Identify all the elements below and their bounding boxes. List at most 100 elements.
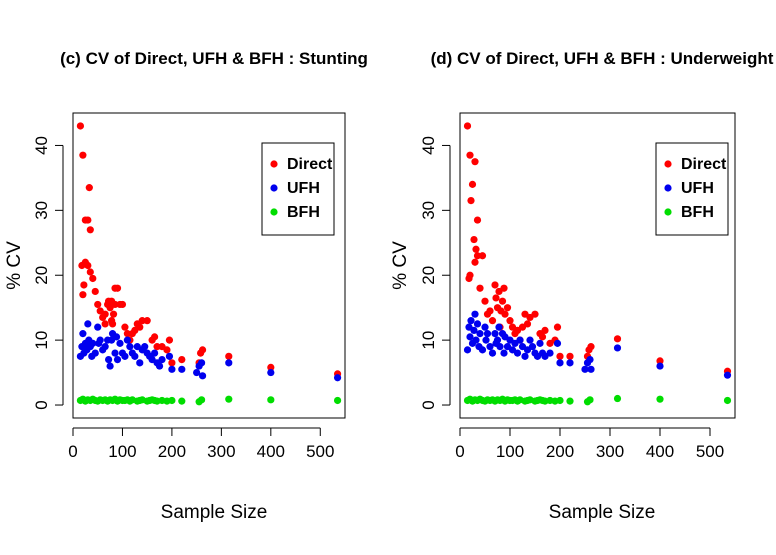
data-point-ufh bbox=[126, 343, 134, 351]
x-tick-label: 400 bbox=[257, 442, 285, 461]
data-point-direct bbox=[503, 304, 512, 312]
legend-label-bfh: BFH bbox=[681, 204, 714, 221]
data-point-ufh bbox=[151, 349, 159, 357]
data-point-direct bbox=[101, 310, 109, 318]
data-point-direct bbox=[109, 310, 118, 318]
data-point-ufh bbox=[158, 355, 166, 364]
data-point-ufh bbox=[587, 365, 595, 373]
data-point-ufh bbox=[94, 323, 102, 331]
data-point-ufh bbox=[493, 336, 502, 344]
chart-title: (d) CV of Direct, UFH & BFH : Underweigh… bbox=[431, 49, 774, 68]
data-point-ufh bbox=[116, 339, 124, 347]
data-point-direct bbox=[79, 151, 87, 159]
data-point-ufh bbox=[470, 326, 478, 334]
data-point-direct bbox=[656, 357, 664, 365]
legend-marker-bfh bbox=[664, 208, 672, 216]
data-point-direct bbox=[121, 323, 129, 331]
data-point-ufh bbox=[111, 349, 119, 357]
data-point-ufh bbox=[136, 359, 144, 367]
data-point-ufh bbox=[521, 352, 529, 360]
data-point-direct bbox=[86, 226, 94, 234]
data-point-direct bbox=[143, 317, 151, 325]
data-point-direct bbox=[101, 320, 109, 328]
x-tick-label: 300 bbox=[596, 442, 624, 461]
data-point-direct bbox=[168, 359, 176, 367]
data-point-ufh bbox=[96, 336, 104, 344]
data-point-direct bbox=[84, 261, 92, 270]
data-point-ufh bbox=[500, 349, 508, 357]
data-point-ufh bbox=[471, 310, 479, 318]
data-point-direct bbox=[501, 310, 509, 318]
data-point-direct bbox=[613, 335, 622, 343]
data-point-direct bbox=[531, 310, 539, 318]
data-point-direct bbox=[500, 284, 508, 292]
y-axis-label: % CV bbox=[390, 241, 411, 290]
data-point-bfh bbox=[566, 397, 574, 405]
chart-panel-2: (d) CV of Direct, UFH & BFH : Underweigh… bbox=[390, 49, 774, 523]
data-point-ufh bbox=[528, 343, 537, 351]
x-tick-label: 500 bbox=[306, 442, 334, 461]
data-point-ufh bbox=[225, 359, 233, 367]
legend-label-ufh: UFH bbox=[681, 180, 714, 197]
legend-marker-bfh bbox=[270, 208, 278, 216]
data-point-ufh bbox=[193, 368, 201, 377]
data-point-direct bbox=[84, 216, 92, 224]
y-tick-label: 40 bbox=[419, 136, 438, 155]
data-point-ufh bbox=[178, 365, 186, 373]
data-point-ufh bbox=[488, 349, 497, 357]
data-point-ufh bbox=[121, 352, 129, 360]
data-point-ufh bbox=[197, 359, 206, 367]
data-point-ufh bbox=[613, 344, 622, 352]
x-tick-label: 200 bbox=[546, 442, 574, 461]
data-point-direct bbox=[471, 158, 479, 166]
data-point-ufh bbox=[581, 365, 589, 373]
data-point-ufh bbox=[553, 339, 562, 347]
data-point-direct bbox=[467, 197, 475, 205]
data-point-direct bbox=[123, 330, 131, 338]
data-point-direct bbox=[91, 287, 99, 296]
data-point-ufh bbox=[267, 368, 275, 377]
data-point-ufh bbox=[556, 359, 564, 367]
data-point-direct bbox=[471, 258, 479, 266]
chart-panel-1: (c) CV of Direct, UFH & BFH : Stunting 0 1… bbox=[4, 49, 368, 523]
data-point-direct bbox=[463, 122, 472, 130]
data-point-ufh bbox=[84, 320, 92, 328]
data-point-ufh bbox=[546, 349, 554, 357]
data-point-direct bbox=[556, 352, 564, 360]
data-point-direct bbox=[163, 346, 171, 354]
y-axis-label: % CV bbox=[4, 241, 25, 290]
legend-label-bfh: BFH bbox=[287, 204, 320, 221]
x-tick-label: 300 bbox=[207, 442, 235, 461]
data-point-bfh bbox=[267, 396, 275, 404]
y-tick-label: 40 bbox=[32, 136, 51, 155]
data-point-direct bbox=[466, 271, 474, 279]
data-point-ufh bbox=[476, 330, 484, 338]
data-point-ufh bbox=[656, 362, 664, 370]
data-point-ufh bbox=[516, 336, 524, 344]
data-point-ufh bbox=[566, 359, 574, 367]
data-point-ufh bbox=[101, 343, 109, 351]
data-point-ufh bbox=[466, 333, 474, 341]
data-point-ufh bbox=[165, 352, 174, 360]
data-point-ufh bbox=[482, 336, 490, 344]
data-point-direct bbox=[198, 346, 207, 354]
y-tick-label: 0 bbox=[419, 400, 438, 409]
data-point-direct bbox=[107, 297, 116, 305]
data-point-ufh bbox=[473, 320, 482, 328]
y-tick-label: 30 bbox=[32, 201, 51, 220]
data-point-ufh bbox=[141, 343, 149, 351]
data-point-direct bbox=[473, 252, 482, 260]
data-point-ufh bbox=[79, 330, 87, 338]
data-point-ufh bbox=[105, 355, 113, 364]
data-point-direct bbox=[541, 326, 549, 334]
data-point-ufh bbox=[333, 374, 342, 382]
data-point-direct bbox=[85, 184, 93, 192]
x-tick-label: 400 bbox=[646, 442, 674, 461]
x-tick-label: 200 bbox=[158, 442, 186, 461]
data-point-direct bbox=[267, 363, 275, 371]
data-point-direct bbox=[481, 297, 489, 305]
data-point-ufh bbox=[467, 317, 475, 325]
data-point-direct bbox=[138, 317, 146, 325]
